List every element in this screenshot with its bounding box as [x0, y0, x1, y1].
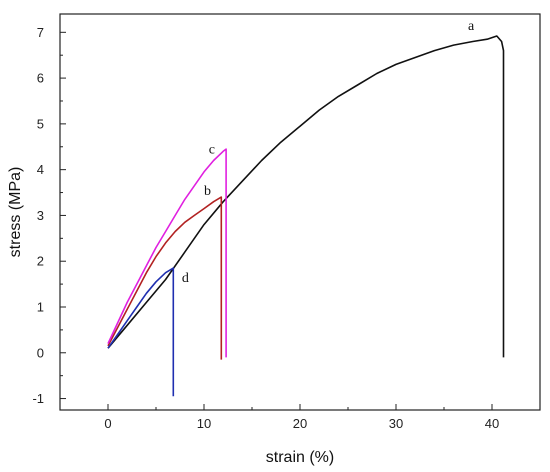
y-tick-label: 5 — [37, 116, 44, 131]
y-tick-label: 0 — [37, 345, 44, 360]
series-line-c — [107, 148, 227, 358]
curve-label-d: d — [182, 271, 189, 286]
x-tick-label: 0 — [104, 416, 111, 431]
y-tick-label: 7 — [37, 25, 44, 40]
y-tick-label: -1 — [32, 391, 44, 406]
x-tick-label: 20 — [293, 416, 307, 431]
x-tick-label: 10 — [197, 416, 211, 431]
y-axis-title: stress (MPa) — [7, 167, 24, 258]
y-tick-label: 2 — [37, 254, 44, 269]
x-axis-title: strain (%) — [266, 449, 334, 466]
curve-label-c: c — [209, 143, 215, 158]
annotation-layer: a b c d — [182, 19, 475, 286]
curve-label-a: a — [468, 19, 475, 34]
y-tick-label: 3 — [37, 208, 44, 223]
y-tick-label: 1 — [37, 299, 44, 314]
plot-frame — [59, 13, 541, 411]
y-tick-label: 6 — [37, 71, 44, 86]
curve-label-b: b — [204, 184, 211, 199]
series-line-b — [107, 196, 223, 360]
x-tick-label: 40 — [485, 416, 499, 431]
series-line-a — [107, 35, 505, 358]
series-line-d — [107, 267, 175, 397]
series-layer — [107, 35, 505, 397]
y-tick-label: 4 — [37, 162, 44, 177]
ticks-layer: 0 10 20 30 40 -1 0 1 2 3 4 5 6 7 — [32, 25, 541, 431]
x-tick-label: 30 — [389, 416, 403, 431]
